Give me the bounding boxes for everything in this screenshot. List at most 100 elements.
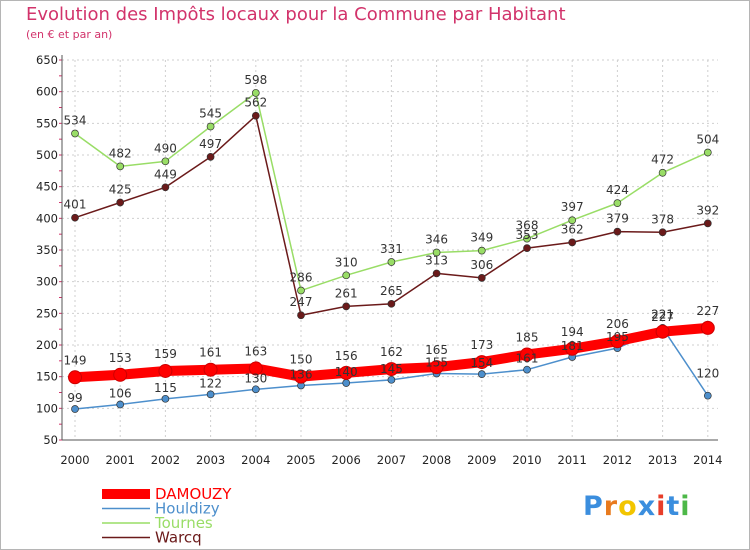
y-tick-label: 50 [43,433,58,447]
data-label-houldizy: 181 [561,339,584,353]
data-label-warcq: 362 [561,222,584,236]
point-warcq [613,227,622,236]
data-label-houldizy: 161 [516,352,539,366]
data-label-damouzy: 165 [425,343,448,357]
data-label-tournes: 349 [470,231,493,245]
y-tick-label: 600 [36,85,58,99]
logo-letter: t [666,491,681,522]
x-tick-label: 2007 [377,453,406,467]
point-houldizy [206,390,215,399]
point-houldizy [342,379,351,387]
data-label-houldizy: 140 [335,365,358,379]
data-label-tournes: 490 [154,141,177,155]
data-labels: 99 106 115 122 130 136 140 145 155 154 161 181 195 22… [64,73,720,405]
x-tick-label: 2002 [151,453,180,467]
data-label-houldizy: 227 [651,310,674,324]
y-tick-label: 300 [36,275,58,289]
point-warcq [116,198,125,207]
point-houldizy [477,370,486,378]
point-tournes [523,234,531,243]
y-tick-label: 100 [36,401,58,415]
logo-letter: P [583,491,604,522]
data-label-tournes: 346 [425,233,448,247]
point-tournes [387,258,396,266]
point-tournes [568,216,577,225]
y-tick-label: 150 [36,370,58,384]
logo-letter: x [637,491,657,522]
data-label-damouzy: 153 [109,351,132,365]
point-houldizy [251,385,260,394]
point-houldizy [161,394,170,403]
data-label-warcq: 379 [606,212,629,226]
point-tournes [432,248,441,257]
point-damouzy [203,362,218,377]
y-tick-label: 500 [36,148,58,162]
data-label-damouzy: 173 [470,338,493,352]
x-tick-label: 2003 [196,453,225,467]
x-tick-label: 2008 [422,453,451,467]
data-label-houldizy: 99 [67,391,82,405]
point-damouzy [384,362,399,377]
x-tick-label: 2012 [603,453,632,467]
point-damouzy [520,347,534,362]
legend-label-warcq: Warcq [155,529,202,547]
point-warcq [342,302,351,311]
data-label-houldizy: 154 [470,356,493,370]
point-warcq [477,274,486,282]
data-label-warcq: 353 [516,228,539,242]
data-label-houldizy: 106 [109,387,132,401]
data-label-tournes: 368 [516,219,539,233]
point-warcq [568,238,577,247]
data-label-damouzy: 163 [244,344,267,358]
point-warcq [251,111,260,120]
y-tick-label: 350 [36,243,58,257]
point-warcq [297,311,305,320]
x-tick-label: 2006 [332,453,361,467]
data-label-tournes: 397 [561,200,584,214]
chart-subtitle: (en € et par an) [26,28,113,41]
point-tournes [161,157,170,166]
data-label-tournes: 331 [380,242,403,256]
point-damouzy [113,367,128,382]
data-label-houldizy: 120 [696,367,719,381]
data-label-warcq: 378 [651,212,674,226]
data-label-damouzy: 150 [290,353,313,367]
x-tick-label: 2009 [467,453,496,467]
point-damouzy [565,341,580,356]
data-label-warcq: 247 [290,295,313,309]
point-damouzy [294,369,308,384]
data-label-houldizy: 195 [606,330,629,344]
logo-letter: o [618,491,638,522]
data-label-tournes: 598 [244,73,267,87]
data-label-damouzy: 206 [606,317,629,331]
point-damouzy [339,365,354,380]
point-tournes [116,162,125,171]
data-label-damouzy: 149 [64,353,87,367]
y-tick-label: 200 [36,338,58,352]
data-label-tournes: 482 [109,146,132,160]
point-tournes [477,246,486,255]
logo-letter: i [656,491,667,522]
data-label-warcq: 425 [109,183,132,197]
y-tick-label: 400 [36,211,58,225]
point-warcq [206,153,215,161]
legend-label-tournes: Tournes [154,514,213,532]
proxiti-logo: Proxiti [583,491,691,522]
point-damouzy [610,334,625,349]
point-warcq [432,269,441,278]
point-houldizy [71,405,79,413]
data-label-damouzy: 221 [651,308,674,322]
data-label-damouzy: 156 [335,349,358,363]
data-label-damouzy: 227 [696,304,719,318]
series-layer [68,89,715,413]
point-damouzy [474,355,489,370]
data-label-warcq: 261 [335,286,358,300]
data-label-damouzy: 162 [380,345,403,359]
data-label-tournes: 424 [606,183,629,197]
x-tick-label: 2005 [286,453,315,467]
data-label-houldizy: 115 [154,381,177,395]
data-label-warcq: 562 [244,96,267,110]
x-tick-label: 2014 [693,453,722,467]
point-houldizy [387,375,396,384]
